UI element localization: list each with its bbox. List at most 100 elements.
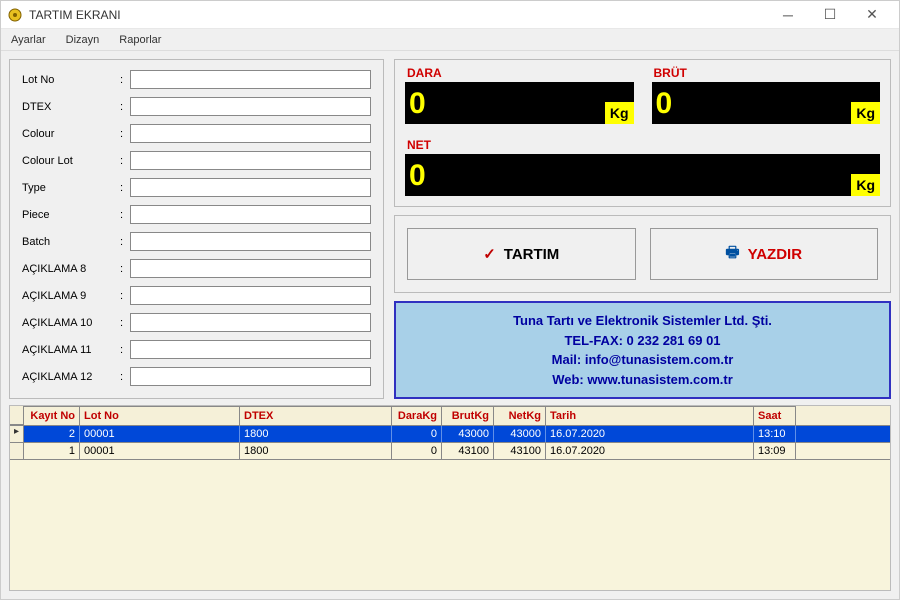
cell-kayit: 1	[24, 443, 80, 459]
grid-row-wrapper: ▸ 2 00001 1800 0 43000 43000 16.07.2020 …	[10, 426, 890, 443]
company-web: Web: www.tunasistem.com.tr	[406, 370, 879, 390]
window-controls: ─ ☐ ✕	[767, 2, 893, 28]
dara-unit: Kg	[605, 102, 634, 124]
brut-display: 0 Kg	[652, 82, 881, 124]
menu-raporlar[interactable]: Raporlar	[115, 32, 165, 48]
cell-net: 43100	[494, 443, 546, 459]
net-row: NET 0 Kg	[405, 138, 880, 196]
right-column: DARA 0 Kg BRÜT 0 Kg	[394, 59, 891, 399]
cell-saat: 13:10	[754, 426, 796, 442]
cell-brut: 43100	[442, 443, 494, 459]
net-value: 0	[405, 156, 851, 196]
yazdir-button[interactable]: 🖶 YAZDIR	[650, 228, 879, 280]
input-batch[interactable]	[130, 232, 371, 251]
window: TARTIM EKRANI ─ ☐ ✕ Ayarlar Dizayn Rapor…	[0, 0, 900, 600]
col-dara-kg[interactable]: DaraKg	[392, 406, 442, 425]
app-icon	[7, 7, 23, 23]
brut-box: BRÜT 0 Kg	[652, 66, 881, 124]
field-batch: Batch:	[22, 232, 371, 251]
label-colour-lot: Colour Lot	[22, 155, 120, 167]
top-row: Lot No: DTEX: Colour: Colour Lot: Type: …	[9, 59, 891, 399]
tartim-label: TARTIM	[504, 246, 560, 263]
input-aciklama-9[interactable]	[130, 286, 371, 305]
input-dtex[interactable]	[130, 97, 371, 116]
cell-brut: 43000	[442, 426, 494, 442]
close-button[interactable]: ✕	[851, 2, 893, 28]
tartim-button[interactable]: ✓ TARTIM	[407, 228, 636, 280]
company-name: Tuna Tartı ve Elektronik Sistemler Ltd. …	[406, 311, 879, 331]
label-type: Type	[22, 182, 120, 194]
input-colour-lot[interactable]	[130, 151, 371, 170]
printer-icon: 🖶	[725, 242, 739, 267]
input-aciklama-11[interactable]	[130, 340, 371, 359]
net-label: NET	[405, 138, 880, 152]
cell-dara: 0	[392, 426, 442, 442]
grid-header: Kayıt No Lot No DTEX DaraKg BrutKg NetKg…	[10, 406, 890, 426]
field-dtex: DTEX:	[22, 97, 371, 116]
input-aciklama-10[interactable]	[130, 313, 371, 332]
company-mail: Mail: info@tunasistem.com.tr	[406, 350, 879, 370]
field-piece: Piece:	[22, 205, 371, 224]
field-colour-lot: Colour Lot:	[22, 151, 371, 170]
field-aciklama-11: AÇIKLAMA 11:	[22, 340, 371, 359]
weigh-panel: DARA 0 Kg BRÜT 0 Kg	[394, 59, 891, 207]
window-title: TARTIM EKRANI	[29, 8, 767, 22]
cell-net: 43000	[494, 426, 546, 442]
label-lot-no: Lot No	[22, 74, 120, 86]
col-dtex[interactable]: DTEX	[240, 406, 392, 425]
grid-body[interactable]: ▸ 2 00001 1800 0 43000 43000 16.07.2020 …	[10, 426, 890, 590]
label-aciklama-10: AÇIKLAMA 10	[22, 317, 120, 329]
field-aciklama-10: AÇIKLAMA 10:	[22, 313, 371, 332]
row-pointer-icon: ▸	[10, 426, 24, 443]
brut-unit: Kg	[851, 102, 880, 124]
col-kayit-no[interactable]: Kayıt No	[24, 406, 80, 425]
company-telfax: TEL-FAX: 0 232 281 69 01	[406, 331, 879, 351]
input-type[interactable]	[130, 178, 371, 197]
input-aciklama-8[interactable]	[130, 259, 371, 278]
label-aciklama-8: AÇIKLAMA 8	[22, 263, 120, 275]
input-colour[interactable]	[130, 124, 371, 143]
label-aciklama-12: AÇIKLAMA 12	[22, 371, 120, 383]
cell-lot: 00001	[80, 443, 240, 459]
cell-dara: 0	[392, 443, 442, 459]
titlebar: TARTIM EKRANI ─ ☐ ✕	[1, 1, 899, 29]
label-aciklama-9: AÇIKLAMA 9	[22, 290, 120, 302]
row-pointer	[10, 443, 24, 460]
label-piece: Piece	[22, 209, 120, 221]
minimize-button[interactable]: ─	[767, 2, 809, 28]
company-info: Tuna Tartı ve Elektronik Sistemler Ltd. …	[394, 301, 891, 399]
grid-panel: Kayıt No Lot No DTEX DaraKg BrutKg NetKg…	[9, 405, 891, 591]
dara-box: DARA 0 Kg	[405, 66, 634, 124]
dara-display: 0 Kg	[405, 82, 634, 124]
cell-lot: 00001	[80, 426, 240, 442]
col-brut-kg[interactable]: BrutKg	[442, 406, 494, 425]
col-net-kg[interactable]: NetKg	[494, 406, 546, 425]
input-piece[interactable]	[130, 205, 371, 224]
field-aciklama-9: AÇIKLAMA 9:	[22, 286, 371, 305]
field-aciklama-8: AÇIKLAMA 8:	[22, 259, 371, 278]
dara-label: DARA	[405, 66, 634, 80]
menu-dizayn[interactable]: Dizayn	[62, 32, 104, 48]
grid-row-wrapper: 1 00001 1800 0 43100 43100 16.07.2020 13…	[10, 443, 890, 460]
table-row[interactable]: 1 00001 1800 0 43100 43100 16.07.2020 13…	[24, 443, 890, 460]
grid-corner	[10, 406, 24, 425]
content: Lot No: DTEX: Colour: Colour Lot: Type: …	[1, 51, 899, 599]
menu-ayarlar[interactable]: Ayarlar	[7, 32, 50, 48]
cell-saat: 13:09	[754, 443, 796, 459]
field-type: Type:	[22, 178, 371, 197]
brut-label: BRÜT	[652, 66, 881, 80]
input-aciklama-12[interactable]	[130, 367, 371, 386]
menubar: Ayarlar Dizayn Raporlar	[1, 29, 899, 51]
col-tarih[interactable]: Tarih	[546, 406, 754, 425]
field-aciklama-12: AÇIKLAMA 12:	[22, 367, 371, 386]
maximize-button[interactable]: ☐	[809, 2, 851, 28]
table-row[interactable]: 2 00001 1800 0 43000 43000 16.07.2020 13…	[24, 426, 890, 443]
cell-kayit: 2	[24, 426, 80, 442]
col-saat[interactable]: Saat	[754, 406, 796, 425]
form-panel: Lot No: DTEX: Colour: Colour Lot: Type: …	[9, 59, 384, 399]
col-lot-no[interactable]: Lot No	[80, 406, 240, 425]
cell-dtex: 1800	[240, 443, 392, 459]
input-lot-no[interactable]	[130, 70, 371, 89]
net-unit: Kg	[851, 174, 880, 196]
button-panel: ✓ TARTIM 🖶 YAZDIR	[394, 215, 891, 293]
